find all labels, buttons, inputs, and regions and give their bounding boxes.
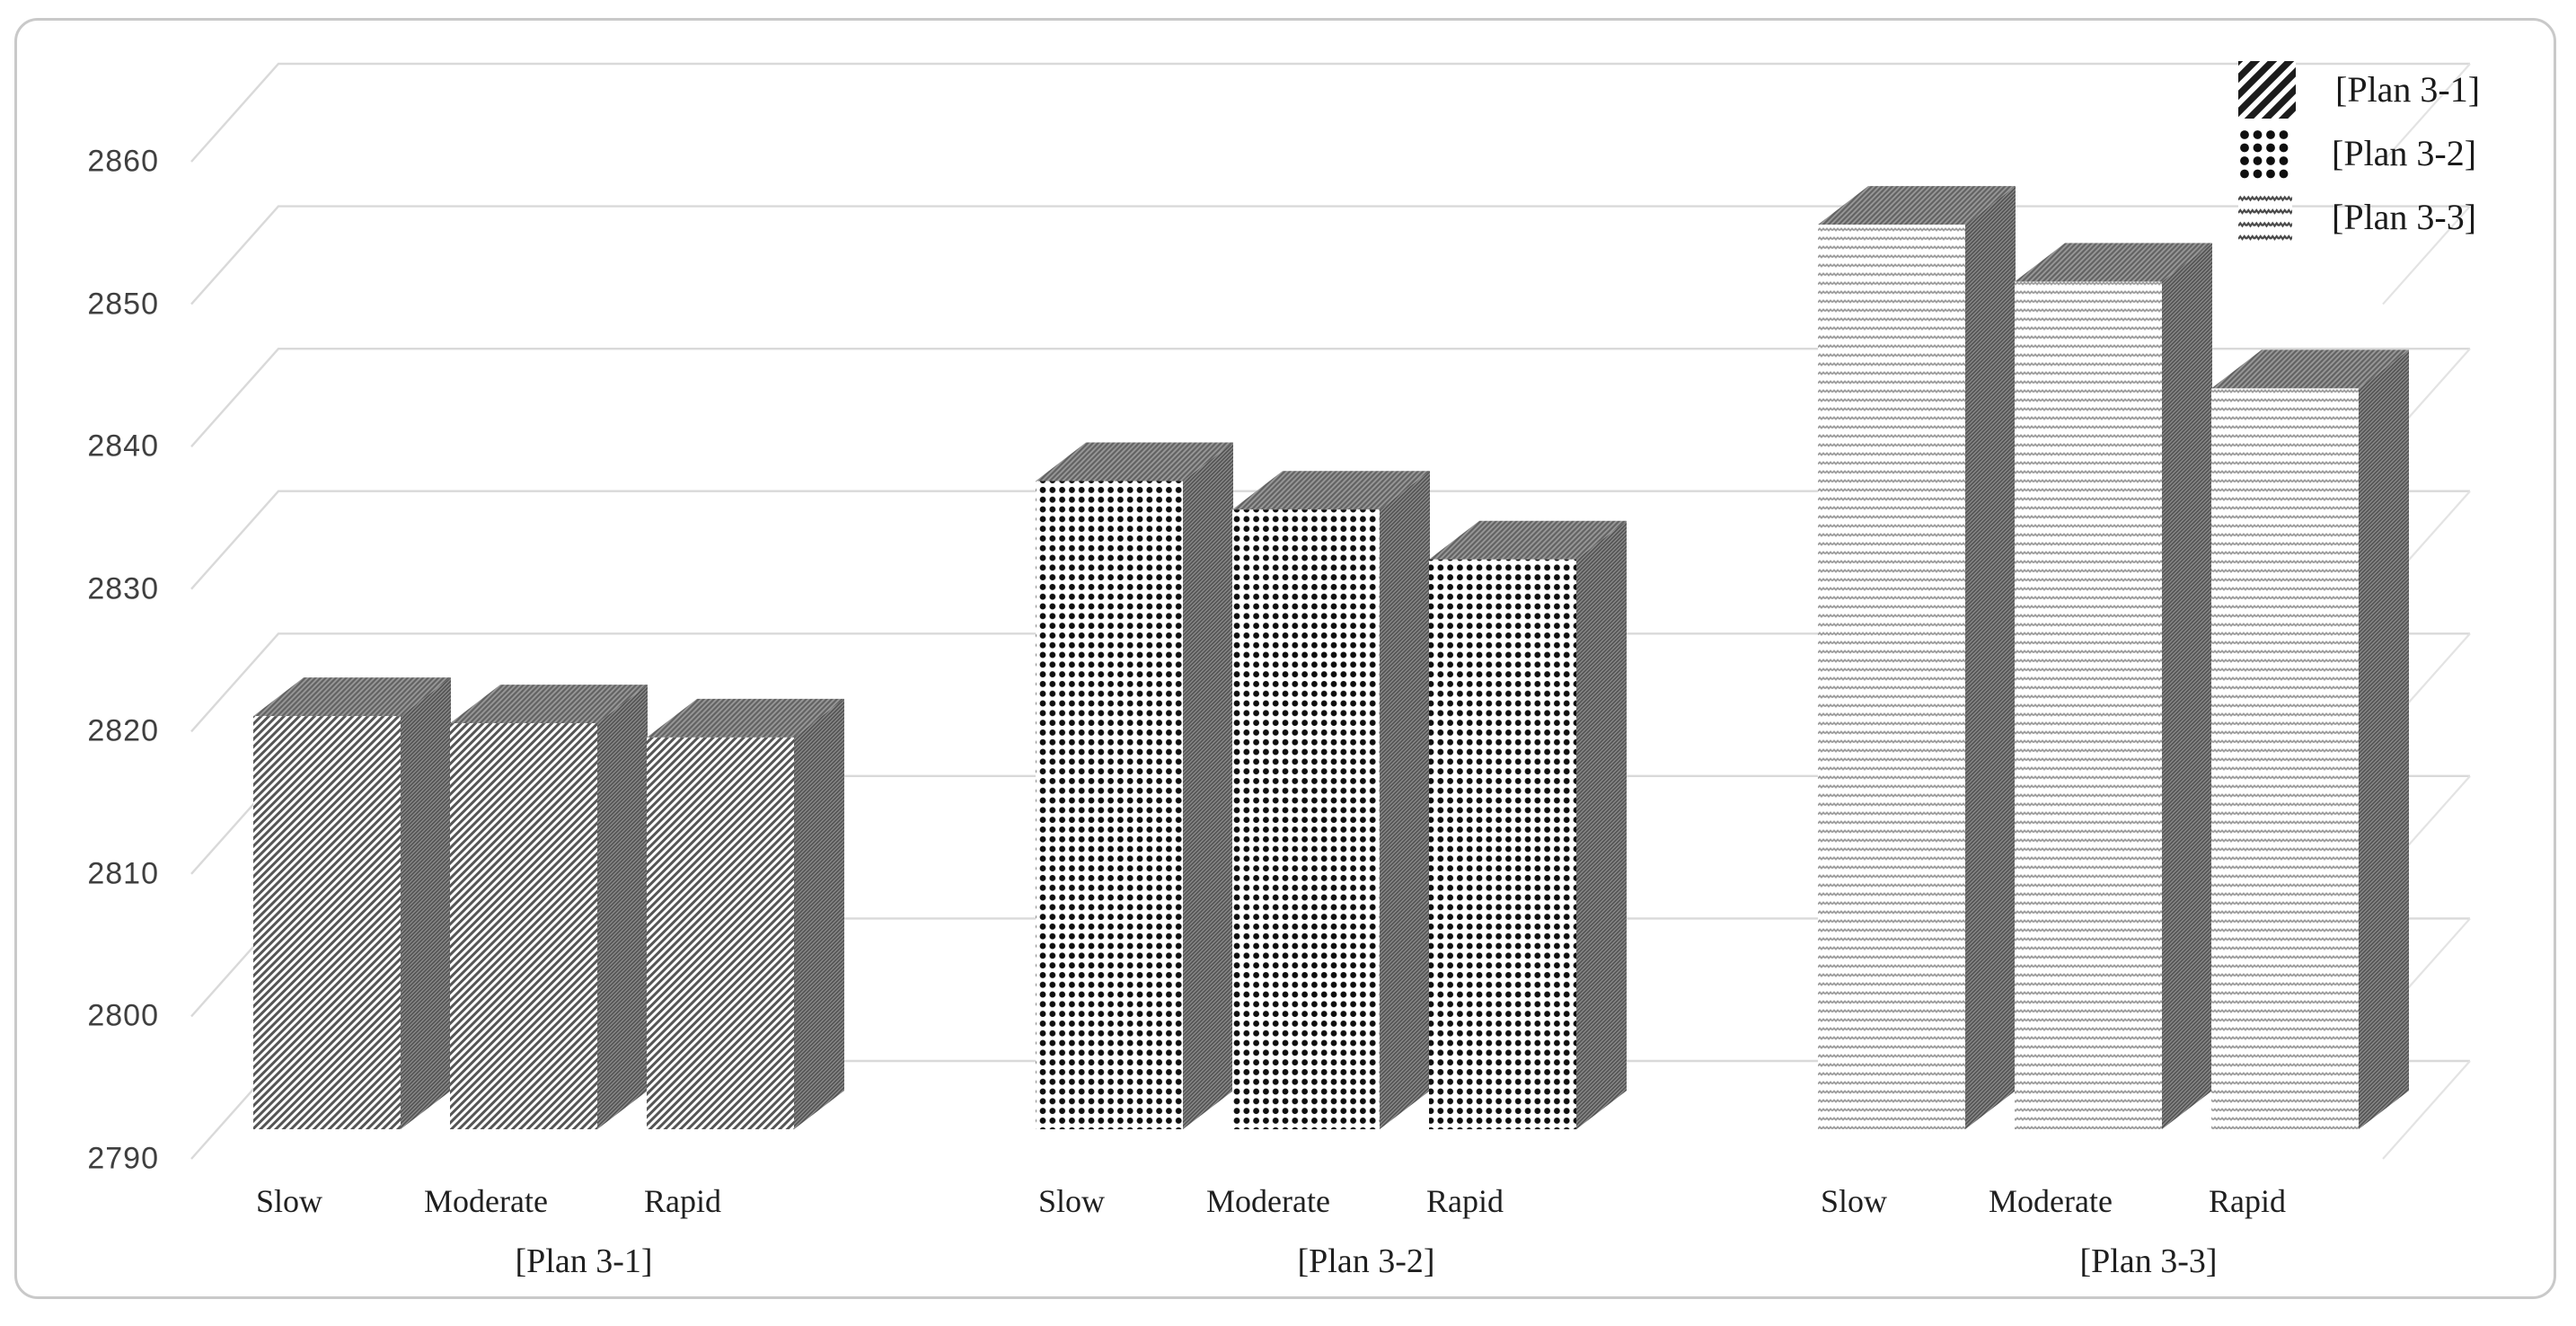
gridline-side	[2382, 1060, 2471, 1160]
bar-side-face	[2162, 243, 2212, 1129]
legend-item-plan-3-2: [Plan 3-2]	[2238, 121, 2480, 185]
category-label: Rapid	[644, 1183, 721, 1219]
gridline	[190, 632, 2470, 733]
legend-item-plan-3-1: [Plan 3-1]	[2238, 57, 2480, 121]
bar-side-face	[1183, 442, 1233, 1130]
group-label: [Plan 3-2]	[1297, 1242, 1435, 1280]
bar-side-face	[1965, 186, 2016, 1129]
gridline	[190, 205, 2470, 305]
y-tick-label: 2790	[87, 1141, 159, 1176]
legend-label: [Plan 3-1]	[2335, 69, 2481, 110]
category-label: Moderate	[424, 1183, 548, 1219]
bar-top-face	[1232, 471, 1430, 510]
bar-front-face	[1429, 559, 1576, 1129]
legend-swatch-diagonal-stripes-icon	[2238, 60, 2296, 119]
legend-swatch-wave-icon	[2238, 190, 2292, 243]
y-tick-label: 2820	[87, 713, 159, 748]
bar-top-face	[450, 685, 648, 724]
bar-side-face	[401, 677, 451, 1129]
category-label: Slow	[1820, 1183, 1888, 1219]
bar-front-face	[450, 723, 597, 1129]
category-label: Moderate	[1206, 1183, 1330, 1219]
bar-[Plan 3-1]-Moderate	[450, 685, 648, 1129]
category-label: Rapid	[1426, 1183, 1504, 1219]
category-label: Slow	[1037, 1183, 1106, 1219]
bar-top-face	[1429, 520, 1627, 560]
y-tick-label: 2850	[87, 287, 159, 322]
bar-side-face	[597, 685, 648, 1129]
bar-[Plan 3-2]-Rapid	[1429, 520, 1627, 1129]
bar-front-face	[1818, 225, 1965, 1129]
legend-label: [Plan 3-2]	[2332, 133, 2477, 173]
y-tick-label: 2810	[87, 856, 159, 891]
bar-top-face	[253, 677, 451, 717]
bar-front-face	[647, 737, 794, 1129]
y-tick-label: 2800	[87, 998, 159, 1033]
bar-top-face	[1818, 186, 2016, 225]
legend-label: [Plan 3-3]	[2332, 197, 2477, 237]
bar-[Plan 3-1]-Rapid	[647, 698, 844, 1129]
bar-[Plan 3-3]-Slow	[1818, 186, 2016, 1129]
bar-[Plan 3-2]-Moderate	[1232, 471, 1430, 1129]
bar-top-face	[2211, 349, 2409, 389]
bar-front-face	[2211, 388, 2359, 1129]
bar-side-face	[2359, 349, 2409, 1129]
legend: [Plan 3-1] [Plan 3-2]	[2238, 57, 2480, 249]
bar-[Plan 3-3]-Rapid	[2211, 349, 2409, 1129]
y-tick-label: 2830	[87, 571, 159, 606]
bar-top-face	[647, 698, 844, 738]
bar-front-face	[2015, 281, 2162, 1129]
bar-top-face	[1036, 442, 1233, 482]
group-label: [Plan 3-3]	[2079, 1242, 2218, 1280]
category-label: Rapid	[2209, 1183, 2286, 1219]
category-label: Moderate	[1989, 1183, 2113, 1219]
figure-border	[14, 18, 2556, 1299]
bar-front-face	[1036, 481, 1183, 1129]
bar-[Plan 3-1]-Slow	[253, 677, 451, 1129]
bar-side-face	[1380, 471, 1430, 1129]
y-tick-label: 2840	[87, 429, 159, 464]
y-tick-label: 2860	[87, 144, 159, 179]
bar-[Plan 3-2]-Slow	[1036, 442, 1233, 1130]
group-label: [Plan 3-1]	[515, 1242, 653, 1280]
legend-item-plan-3-3: [Plan 3-3]	[2238, 185, 2480, 249]
bar-side-face	[1576, 520, 1627, 1129]
bar-side-face	[794, 698, 844, 1129]
gridline-side	[2382, 205, 2471, 305]
bar-[Plan 3-3]-Moderate	[2015, 243, 2212, 1129]
gridline	[190, 62, 2470, 163]
gridline-side	[2382, 63, 2471, 163]
bar-top-face	[2015, 243, 2212, 282]
legend-swatch-dot-grid-icon	[2238, 128, 2292, 179]
bar-front-face	[1232, 509, 1380, 1129]
gridline	[190, 347, 2470, 447]
bar-front-face	[253, 716, 401, 1129]
category-label: Slow	[255, 1183, 323, 1219]
gridline	[190, 490, 2470, 590]
